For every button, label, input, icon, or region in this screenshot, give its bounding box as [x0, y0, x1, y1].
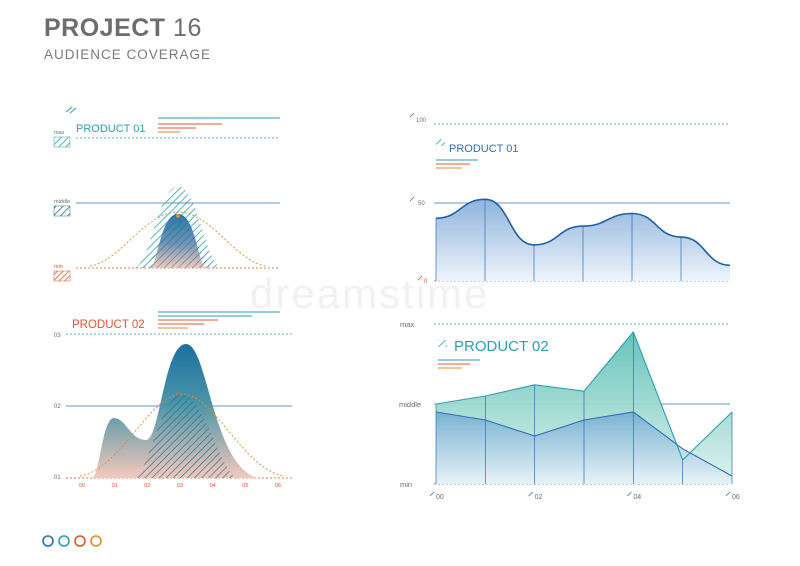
legend-swatch-max: [53, 136, 71, 148]
footer-dot: [74, 535, 86, 547]
y-level-02: 02: [54, 404, 61, 410]
x-tick-label: 05: [242, 483, 248, 489]
x-tick-labels: 00 02 04 06: [429, 491, 740, 501]
x-tick-labels: 00 01 02 03 04 05 06: [79, 483, 281, 489]
title-number: 16: [173, 14, 202, 42]
chart4-title: PRODUCT 02: [454, 338, 549, 355]
y-tick-50: 50: [418, 201, 425, 207]
x-tick-label: 00: [436, 494, 444, 501]
y-tick-0: 0: [424, 279, 428, 285]
chart-product02-area: max PRODUCT 02 middle min 00 02 04 06: [399, 320, 740, 501]
series-a-line: [435, 330, 733, 461]
chart1-title: PRODUCT 01: [76, 123, 145, 135]
y-tick-max: max: [400, 320, 414, 329]
series-line: [435, 198, 731, 267]
x-tick-label: 02: [535, 494, 543, 501]
bimodal-dashed-curve: [79, 393, 285, 477]
x-tick-label: 04: [633, 494, 641, 501]
x-tick-label: 00: [79, 483, 85, 489]
y-level-01: 01: [54, 475, 61, 481]
x-tick-label: 02: [144, 483, 150, 489]
tick-slash: [417, 275, 423, 281]
series-b-line: [435, 411, 733, 477]
chart3-title: PRODUCT 01: [449, 143, 518, 155]
chart-product01-bell: PRODUCT 01 max middle min: [53, 106, 280, 282]
page-subtitle: AUDIENCE COVERAGE: [44, 47, 212, 62]
title-bold: PROJECT: [44, 14, 166, 42]
decor-slash: [65, 106, 73, 113]
legend-swatch-min: [53, 270, 71, 282]
level-label-max: max: [54, 130, 65, 136]
chart-product02-bimodal: PRODUCT 02 03 02 01 00 01 02 03 04 05 06: [54, 311, 292, 489]
x-tick-label: 06: [732, 494, 740, 501]
bell-inner-hatch: [142, 222, 214, 268]
legend-swatch: [438, 340, 447, 347]
footer-dot: [58, 535, 70, 547]
page-header: PROJECT 16 AUDIENCE COVERAGE: [44, 14, 211, 62]
series-area-group: [435, 330, 733, 484]
chart-product01-area: 100 PRODUCT 01 50 0: [409, 112, 731, 285]
legend-swatch-middle: [53, 205, 71, 217]
x-tick-label: 04: [210, 483, 216, 489]
tick-slash: [409, 112, 415, 118]
x-tick-label: 03: [177, 483, 183, 489]
tick-slash: [409, 196, 415, 202]
tick-slash: [627, 491, 632, 497]
tick-slash: [725, 491, 731, 497]
bell-peak-marker: [176, 214, 180, 218]
decor-slash: [69, 107, 77, 114]
tick-slash: [528, 491, 533, 497]
x-tick-label: 01: [112, 483, 118, 489]
level-label-middle: middle: [54, 199, 70, 205]
y-tick-min: min: [400, 480, 412, 489]
y-tick-middle: middle: [399, 400, 421, 409]
footer-dot: [90, 535, 102, 547]
tick-slash: [429, 491, 435, 497]
level-label-min: min: [54, 264, 63, 270]
y-level-03: 03: [54, 333, 61, 339]
x-tick-label: 06: [275, 483, 281, 489]
legend-swatch: [436, 139, 445, 146]
footer-dot: [42, 535, 54, 547]
bimodal-hatched-area: [134, 394, 238, 478]
series-area-group: [435, 198, 731, 281]
y-tick-100: 100: [416, 118, 427, 124]
page-title: PROJECT 16: [44, 14, 211, 43]
chart2-title: PRODUCT 02: [72, 319, 145, 331]
footer-color-dots: [42, 535, 102, 547]
